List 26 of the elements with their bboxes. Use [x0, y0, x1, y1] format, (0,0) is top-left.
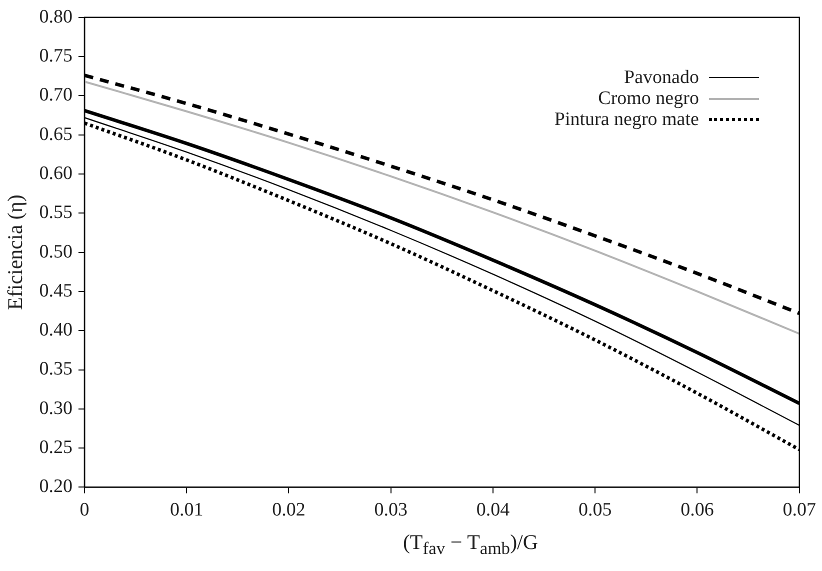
legend-label: Pintura negro mate	[554, 109, 699, 130]
legend-label: Cromo negro	[598, 88, 699, 110]
x-axis-title: (T$_{fav}$ − T$_{amb}$)/G	[402, 530, 540, 560]
x-tick-label: 0.04	[476, 500, 510, 521]
y-tick-label: 0.75	[39, 46, 72, 67]
x-tick-label: 0.03	[374, 500, 408, 521]
y-tick-label: 0.45	[39, 280, 72, 302]
y-tick-label: 0.60	[39, 162, 72, 184]
legend-label: Pavonado	[624, 67, 699, 88]
y-tick-label: 0.70	[39, 84, 72, 106]
x-tick-label: 0.01	[170, 500, 204, 521]
y-tick-label: 0.80	[39, 6, 72, 28]
x-tick-label: 0	[80, 500, 90, 521]
y-tick-label: 0.40	[39, 320, 72, 341]
y-tick-label: 0.30	[39, 398, 72, 419]
y-tick-label: 0.20	[39, 476, 72, 498]
x-tick-label: 0.02	[272, 500, 306, 521]
x-tick-label: 0.07	[782, 500, 816, 521]
y-tick-label: 0.25	[39, 437, 72, 458]
y-tick-label: 0.65	[39, 124, 72, 145]
y-tick-label: 0.50	[39, 241, 72, 262]
y-axis-title: Eficiencia (η)	[3, 194, 28, 310]
y-tick-label: 0.35	[39, 358, 72, 380]
x-tick-label: 0.05	[578, 500, 612, 521]
y-tick-label: 0.55	[39, 202, 72, 224]
x-tick-label: 0.06	[680, 500, 714, 521]
